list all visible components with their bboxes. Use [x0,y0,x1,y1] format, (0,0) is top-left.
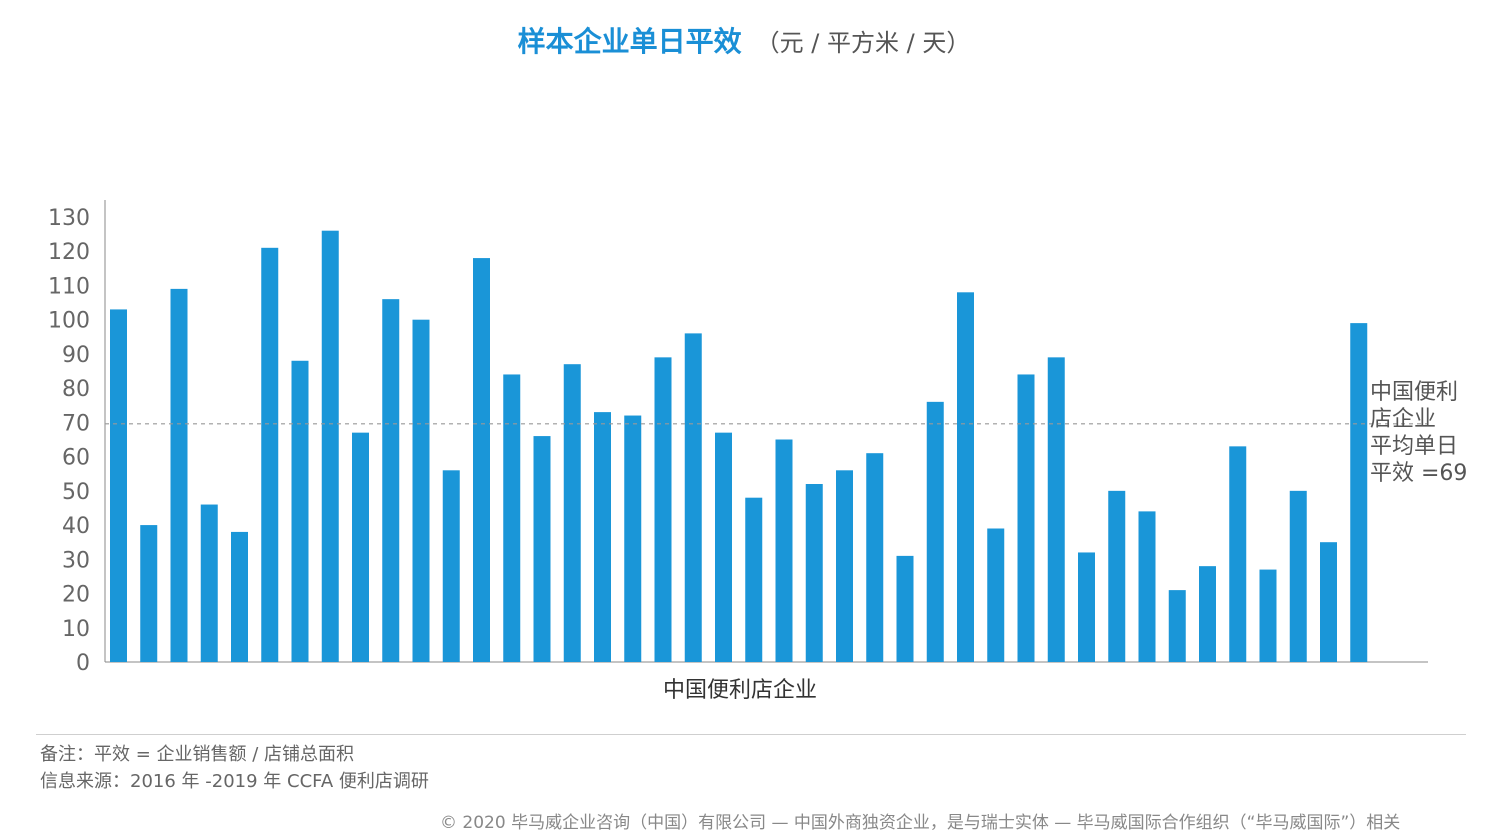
y-tick-label: 60 [62,446,90,471]
bar [805,484,823,662]
bar [110,309,127,662]
y-tick-label: 30 [62,548,90,573]
y-tick-label: 80 [62,377,90,402]
bar [654,357,672,662]
footer-divider [36,734,1466,735]
y-tick-label: 20 [62,583,90,608]
footnotes: 备注：平效 = 企业销售额 / 店铺总面积 信息来源：2016 年 -2019 … [40,741,429,795]
bar [775,439,793,662]
x-axis-label: 中国便利店企业 [663,678,817,703]
bar [987,528,1005,662]
bar [1289,490,1307,662]
chart-title: 样本企业单日平效 [517,25,742,58]
bar [321,230,339,662]
bar [1259,569,1277,662]
average-line-label: 平均单日 [1370,434,1458,459]
bar [140,525,158,662]
y-tick-label: 70 [62,411,90,436]
bar [715,432,732,662]
bar [563,364,581,662]
bar [231,531,248,662]
bar [382,299,400,662]
bar [170,288,188,662]
note-source: 信息来源：2016 年 -2019 年 CCFA 便利店调研 [40,771,429,792]
bar [1199,566,1216,662]
bar [836,470,853,662]
bar [926,401,944,662]
bars-group [110,230,1368,662]
bar [261,247,279,662]
y-tick-label: 100 [48,309,90,334]
y-tick-label: 10 [62,617,90,642]
y-tick-label: 40 [62,514,90,539]
bar [1078,552,1095,662]
chart-unit: （元 / 平方米 / 天） [755,29,971,57]
bar [1047,357,1065,662]
y-tick-label: 50 [62,480,90,505]
bar [957,292,974,662]
note-remark: 备注：平效 = 企业销售额 / 店铺总面积 [40,744,355,765]
chart-title-row: 样本企业单日平效 （元 / 平方米 / 天） [0,20,1488,60]
average-line-label: 平效 =69 [1370,461,1467,486]
y-tick-label: 110 [48,274,90,299]
bar [1168,590,1186,662]
bar [594,412,611,662]
bar [684,333,702,662]
bar [1108,490,1126,662]
bar [745,497,763,662]
bar [533,436,551,662]
bar [1138,511,1156,662]
y-axis: 0 10 20 30 40 50 60 70 80 90 100 110 120 130 [48,200,1428,676]
average-line-label: 中国便利 [1370,380,1458,405]
bar [473,258,490,662]
bar [896,555,914,662]
average-line-label: 店企业 [1370,407,1436,432]
bar [624,415,642,662]
y-tick-label: 120 [48,240,90,265]
bar [503,374,521,662]
y-tick-label: 90 [62,343,90,368]
bar [1017,374,1035,662]
bar [866,453,884,662]
y-tick-label: 130 [48,206,90,231]
bar [291,360,309,662]
bar [1320,542,1337,662]
bar [352,432,369,662]
bar [1229,446,1247,662]
bar [412,319,430,662]
bar [1350,323,1368,662]
bar [200,504,218,662]
y-tick-label: 0 [76,651,90,676]
bar [442,470,460,662]
